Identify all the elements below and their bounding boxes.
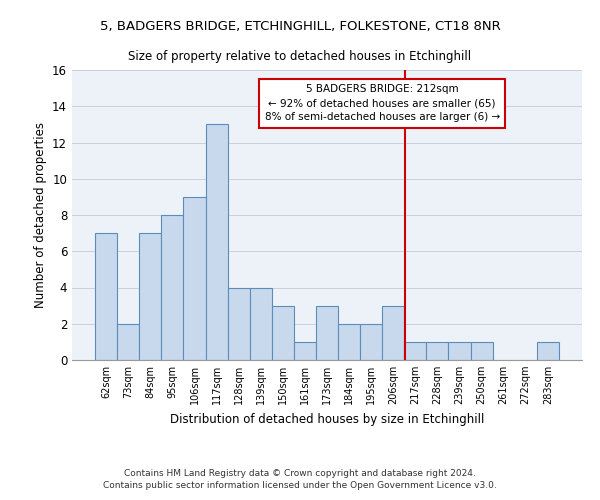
- Text: Contains HM Land Registry data © Crown copyright and database right 2024.
Contai: Contains HM Land Registry data © Crown c…: [103, 468, 497, 490]
- Bar: [338, 324, 360, 360]
- Bar: [272, 306, 294, 360]
- Bar: [206, 124, 227, 360]
- Bar: [184, 197, 206, 360]
- Bar: [448, 342, 470, 360]
- Bar: [427, 342, 448, 360]
- Bar: [95, 233, 117, 360]
- Bar: [470, 342, 493, 360]
- Y-axis label: Number of detached properties: Number of detached properties: [34, 122, 47, 308]
- Bar: [360, 324, 382, 360]
- Bar: [227, 288, 250, 360]
- Bar: [404, 342, 427, 360]
- Bar: [139, 233, 161, 360]
- Bar: [294, 342, 316, 360]
- Bar: [537, 342, 559, 360]
- Bar: [250, 288, 272, 360]
- X-axis label: Distribution of detached houses by size in Etchinghill: Distribution of detached houses by size …: [170, 412, 484, 426]
- Text: 5 BADGERS BRIDGE: 212sqm
← 92% of detached houses are smaller (65)
8% of semi-de: 5 BADGERS BRIDGE: 212sqm ← 92% of detach…: [265, 84, 500, 122]
- Bar: [382, 306, 404, 360]
- Bar: [316, 306, 338, 360]
- Bar: [117, 324, 139, 360]
- Bar: [161, 215, 184, 360]
- Text: 5, BADGERS BRIDGE, ETCHINGHILL, FOLKESTONE, CT18 8NR: 5, BADGERS BRIDGE, ETCHINGHILL, FOLKESTO…: [100, 20, 500, 33]
- Text: Size of property relative to detached houses in Etchinghill: Size of property relative to detached ho…: [128, 50, 472, 63]
